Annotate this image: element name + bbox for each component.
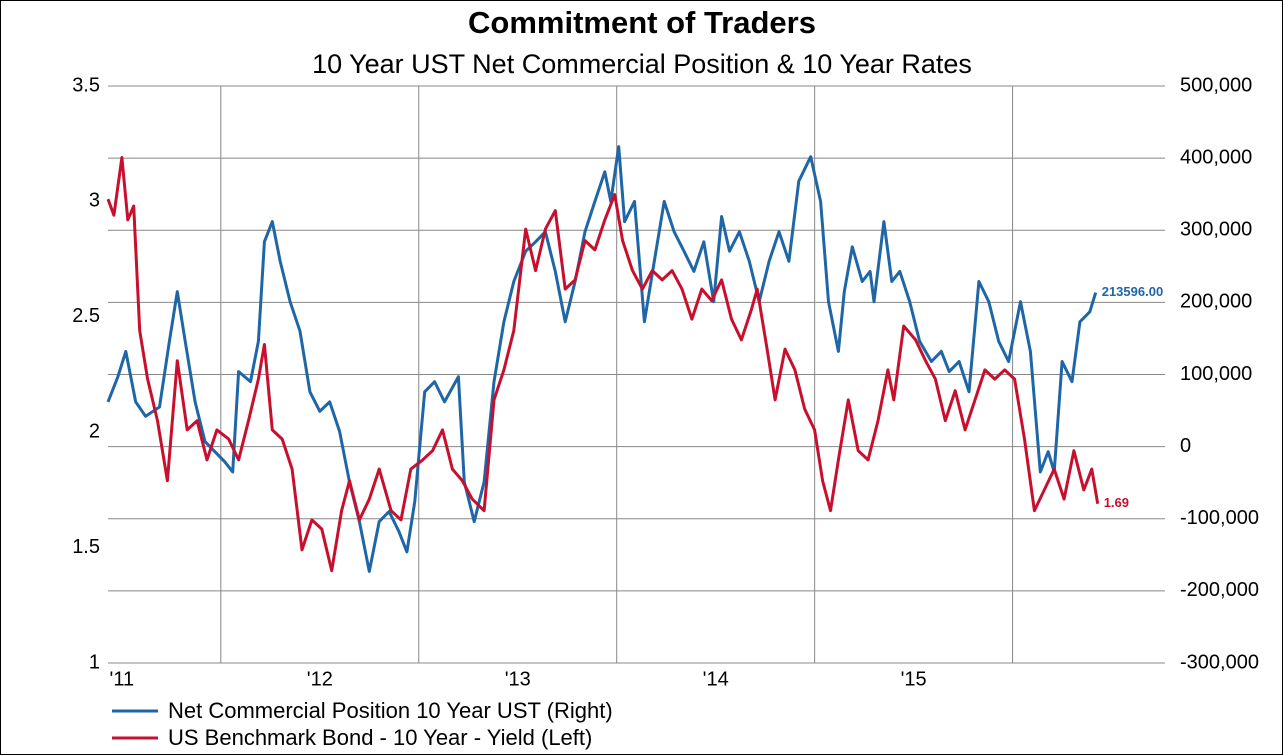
y2-tick-label: 0	[1180, 435, 1191, 457]
series-line	[106, 156, 1100, 573]
chart-subtitle: 10 Year UST Net Commercial Position & 10…	[312, 49, 972, 79]
x-tick-label: '11	[110, 668, 135, 690]
legend-label: US Benchmark Bond - 10 Year - Yield (Lef…	[168, 725, 592, 750]
chart-title: Commitment of Traders	[468, 5, 816, 40]
y2-tick-label: 200,000	[1180, 291, 1252, 313]
x-tick-label: '15	[901, 668, 927, 690]
y-tick-label: 1	[89, 651, 100, 673]
y2-tick-label: 500,000	[1180, 74, 1252, 96]
y2-tick-label: -100,000	[1180, 507, 1259, 529]
y2-tick-label: -300,000	[1180, 651, 1259, 673]
end-label: 213596.00	[1102, 284, 1163, 299]
y-tick-label: 2.5	[72, 305, 100, 327]
end-label: 1.69	[1104, 495, 1129, 510]
y2-tick-label: 100,000	[1180, 363, 1252, 385]
y2-tick-label: 300,000	[1180, 219, 1252, 241]
x-tick-label: '12	[307, 668, 333, 690]
y-tick-label: 3	[89, 190, 100, 212]
y-tick-label: 3.5	[72, 74, 100, 96]
legend-label: Net Commercial Position 10 Year UST (Rig…	[168, 698, 613, 723]
y-tick-label: 1.5	[72, 536, 100, 558]
y2-tick-label: -200,000	[1180, 579, 1259, 601]
x-tick-label: '14	[703, 668, 729, 690]
x-tick-label: '13	[505, 668, 531, 690]
y-tick-label: 2	[89, 420, 100, 442]
y2-tick-label: 400,000	[1180, 146, 1252, 168]
